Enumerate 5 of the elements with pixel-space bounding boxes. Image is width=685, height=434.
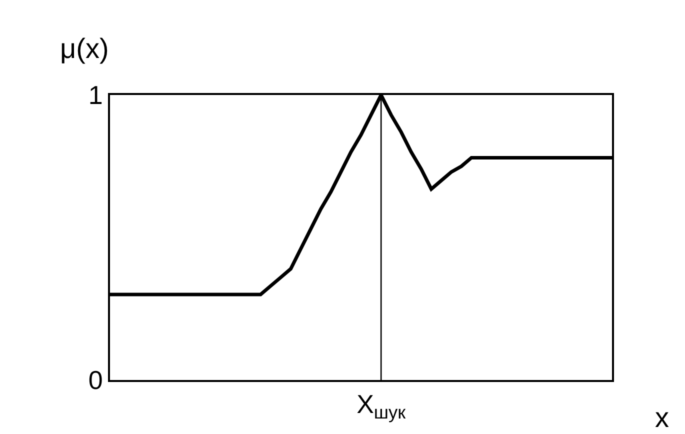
y-tick-label: 0: [88, 365, 103, 396]
x-tick-label: X$_{шук}$: [356, 389, 407, 423]
y-axis-title: μ(x): [60, 33, 109, 64]
x-axis-title: x: [655, 402, 669, 433]
y-tick-label: 1: [88, 80, 103, 110]
